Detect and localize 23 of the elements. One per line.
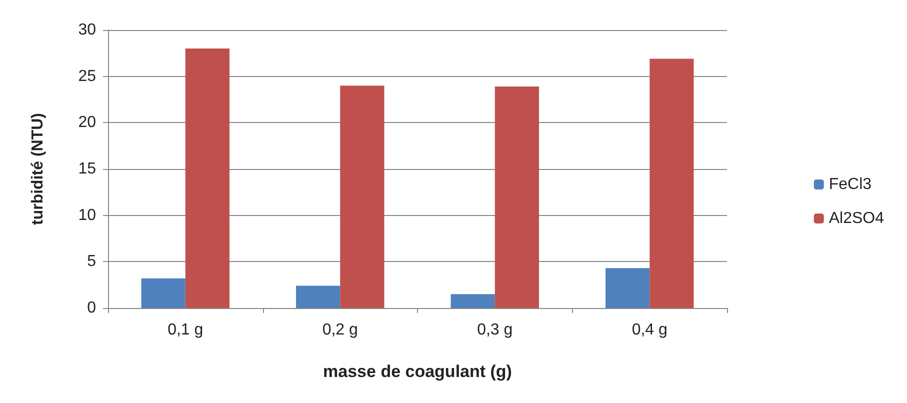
y-tick-label: 20	[78, 114, 96, 132]
bar	[340, 86, 384, 308]
x-tick-label: 0,4 g	[632, 322, 668, 338]
y-tick-label: 25	[78, 68, 96, 85]
x-tick-label: 0,3 g	[477, 322, 513, 338]
legend-label: Al2SO4	[828, 210, 884, 227]
x-tick-label: 0,2 g	[322, 322, 358, 338]
y-tick-label: 5	[87, 253, 96, 270]
bar	[296, 286, 340, 308]
bar	[450, 294, 495, 308]
x-axis-title: masse de coagulant (g)	[323, 362, 512, 381]
y-tick-label: 15	[78, 160, 96, 178]
legend-label: FeCl3	[828, 176, 872, 193]
y-tick-label: 10	[78, 206, 96, 224]
bar	[606, 268, 650, 308]
bar	[185, 48, 230, 308]
bar	[141, 278, 186, 308]
y-tick-label: 0	[87, 300, 96, 316]
x-tick-label: 0,1 g	[168, 322, 204, 338]
bar	[650, 58, 694, 308]
y-axis-title: turbidité (NTU)	[30, 113, 46, 225]
bar	[494, 86, 539, 308]
y-tick-label: 30	[78, 22, 96, 38]
